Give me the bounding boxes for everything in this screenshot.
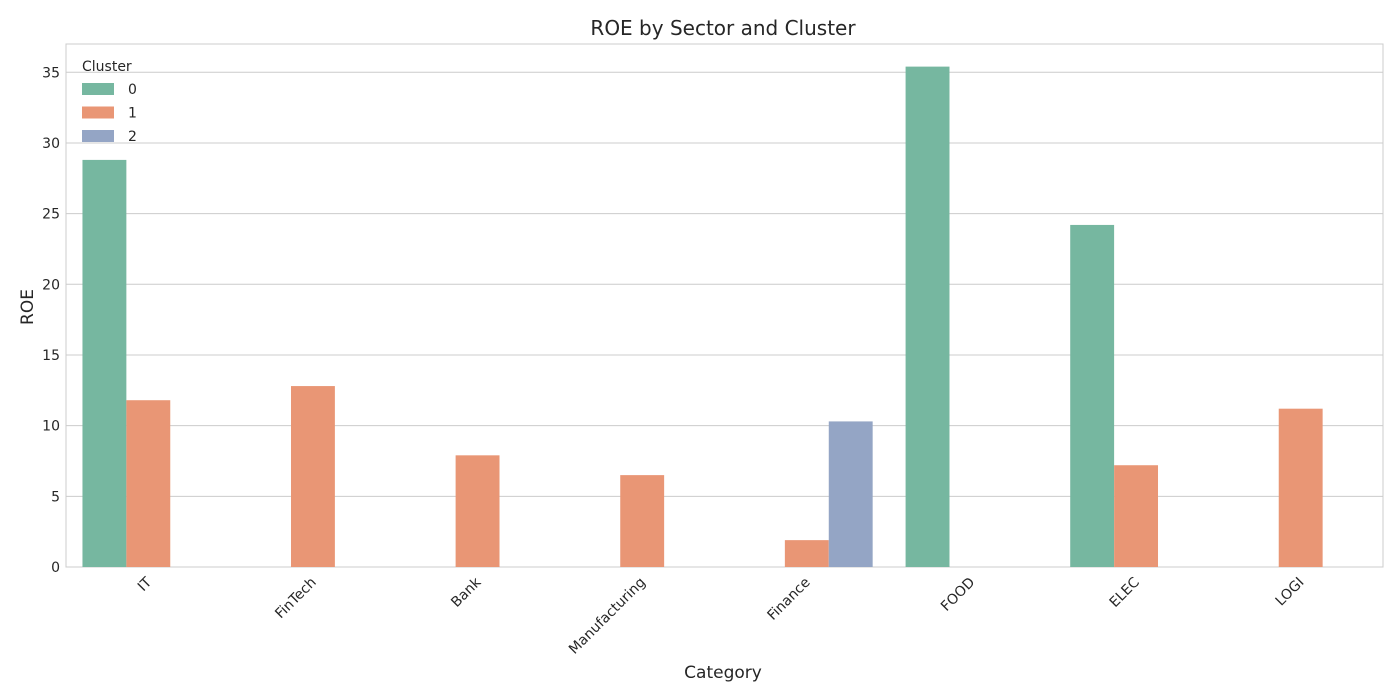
- x-tick-label: IT: [135, 574, 156, 595]
- x-tick-labels: IT FinTech Bank Manufacturing Finance FOOD ELE…: [135, 574, 1308, 658]
- legend-label-1: 1: [128, 106, 137, 122]
- plot-frame: [65, 43, 1384, 568]
- bar-elec-cluster-0: [1070, 224, 1115, 567]
- x-tick-label: FinTech: [272, 575, 319, 622]
- legend-swatch-1: [82, 106, 114, 119]
- bar-logi-cluster-1: [1278, 408, 1323, 567]
- grid-lines: [66, 71, 1383, 568]
- legend-title: Cluster: [82, 59, 132, 75]
- y-tick-label: 0: [51, 560, 60, 576]
- y-tick-label: 30: [42, 136, 60, 152]
- legend-label-0: 0: [128, 82, 137, 98]
- x-axis-label: Category: [684, 663, 762, 683]
- bar-finance-cluster-1: [784, 540, 829, 567]
- legend-items: 0 1 2: [82, 82, 137, 145]
- bar-finance-cluster-2: [828, 421, 873, 567]
- y-tick-label: 20: [42, 277, 60, 293]
- x-tick-label: LOGI: [1273, 575, 1308, 610]
- bars: [82, 66, 1323, 568]
- legend-swatch-2: [82, 130, 114, 142]
- x-tick-label: Bank: [448, 574, 485, 611]
- x-tick-label: Finance: [764, 575, 813, 624]
- y-axis-label: ROE: [18, 289, 38, 325]
- legend-label-2: 2: [128, 129, 137, 145]
- y-tick-label: 10: [42, 419, 60, 435]
- legend: Cluster 0 1 2: [82, 59, 137, 145]
- legend-swatch-0: [82, 83, 114, 95]
- bar-manufacturing-cluster-1: [620, 475, 665, 567]
- bar-elec-cluster-1: [1114, 465, 1159, 567]
- chart-title: ROE by Sector and Cluster: [590, 16, 856, 40]
- y-tick-label: 15: [42, 348, 60, 364]
- bar-food-cluster-0: [905, 66, 950, 568]
- bar-bank-cluster-1: [455, 455, 500, 567]
- x-tick-label: FOOD: [938, 575, 978, 615]
- x-tick-label: Manufacturing: [566, 575, 649, 658]
- bar-fintech-cluster-1: [290, 386, 335, 567]
- y-tick-label: 35: [42, 65, 60, 81]
- bar-it-cluster-0: [82, 159, 127, 567]
- y-tick-label: 5: [51, 489, 60, 505]
- y-tick-label: 25: [42, 207, 60, 223]
- y-tick-labels: 0 5 10 15 20 25 30 35: [42, 65, 60, 576]
- x-tick-label: ELEC: [1107, 574, 1143, 610]
- bar-it-cluster-1: [126, 400, 171, 567]
